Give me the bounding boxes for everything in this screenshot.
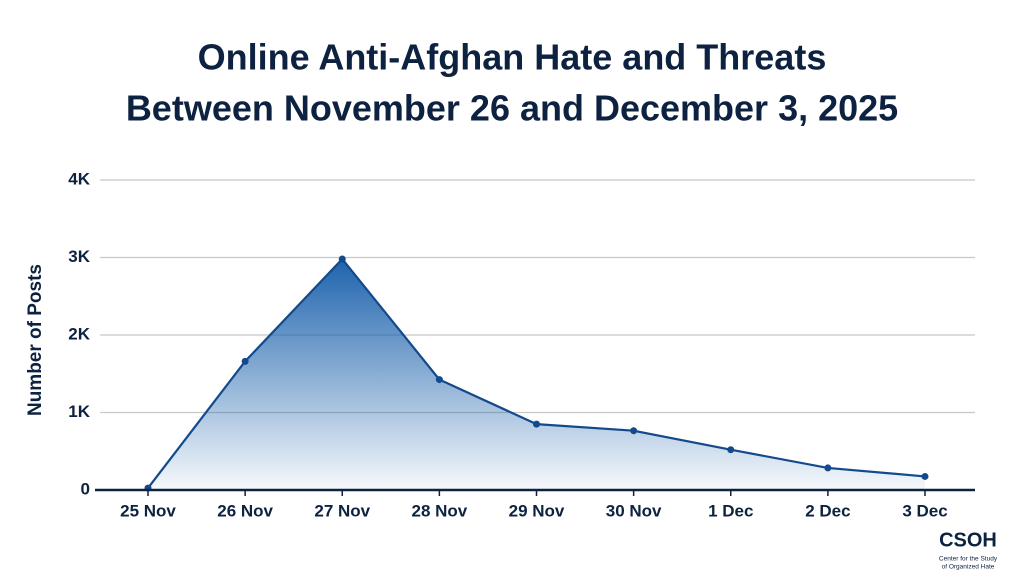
chart-title: Online Anti-Afghan Hate and Threats: [198, 37, 827, 78]
point: [630, 427, 638, 435]
x-tick-label: 25 Nov: [120, 501, 176, 520]
logo-name: CSOH: [939, 529, 997, 551]
x-tick-label: 26 Nov: [217, 501, 273, 520]
x-tick-label: 29 Nov: [509, 501, 565, 520]
chart-title: Between November 26 and December 3, 2025: [126, 88, 898, 129]
logo-tagline: of Organized Hate: [942, 564, 995, 571]
logo-tagline: Center for the Study: [939, 556, 998, 563]
y-tick-label: 3K: [68, 247, 90, 266]
x-tick-label: 2 Dec: [805, 501, 850, 520]
y-tick-label: 2K: [68, 324, 90, 343]
point: [241, 357, 249, 365]
x-tick-label: 3 Dec: [902, 501, 947, 520]
area: [148, 259, 925, 490]
x-tick-label: 30 Nov: [606, 501, 662, 520]
point: [921, 472, 929, 480]
y-tick-label: 1K: [68, 402, 90, 421]
y-tick-label: 0: [81, 479, 90, 498]
x-tick-label: 1 Dec: [708, 501, 753, 520]
x-tick-label: 28 Nov: [412, 501, 468, 520]
y-axis-label: Number of Posts: [25, 264, 46, 416]
x-tick-label: 27 Nov: [314, 501, 370, 520]
point: [727, 446, 735, 454]
point: [533, 420, 540, 428]
y-tick-label: 4K: [68, 169, 90, 188]
point: [435, 376, 443, 384]
point: [824, 464, 832, 472]
point: [338, 255, 346, 263]
